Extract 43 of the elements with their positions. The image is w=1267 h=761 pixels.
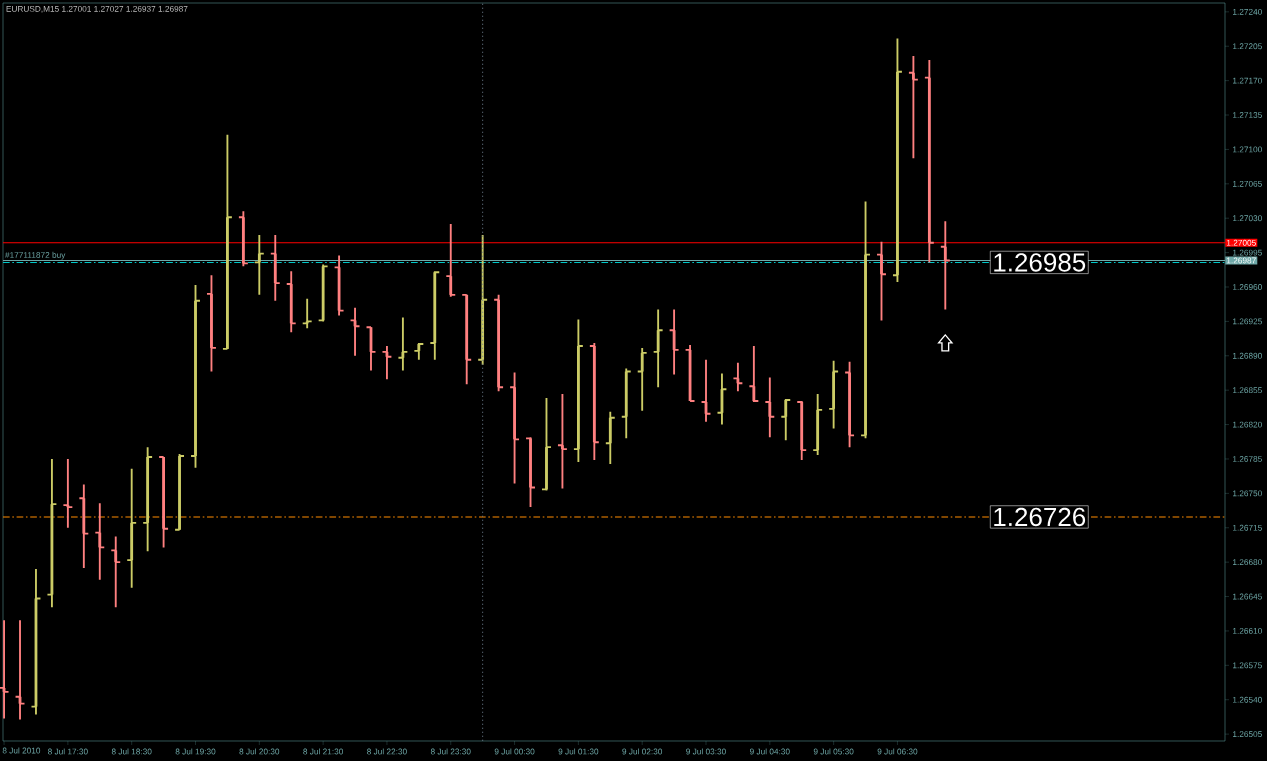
x-tick-label: 9 Jul 01:30 <box>558 748 599 755</box>
y-tick-label: 1.26785 <box>1233 456 1262 462</box>
y-tick-label: 1.26610 <box>1233 628 1262 634</box>
x-tick-label: 8 Jul 2010 <box>2 747 41 754</box>
x-tick-label: 8 Jul 17:30 <box>48 748 88 755</box>
ref-line-label: 1.26726 <box>994 507 1086 527</box>
y-tick-label: 1.26645 <box>1233 593 1262 600</box>
y-tick-label: 1.26855 <box>1233 387 1262 394</box>
x-tick-label: 8 Jul 22:30 <box>367 748 407 755</box>
ref-line-label: 1.26985 <box>994 253 1086 272</box>
y-tick-label: 1.27205 <box>1233 43 1262 50</box>
y-tick-label: 1.27065 <box>1233 180 1262 187</box>
x-tick-label: 9 Jul 05:30 <box>813 748 854 755</box>
x-tick-label: 8 Jul 19:30 <box>175 748 216 755</box>
y-tick-label: 1.26715 <box>1233 524 1262 531</box>
y-tick-label: 1.27030 <box>1233 215 1262 222</box>
x-tick-label: 9 Jul 02:30 <box>622 748 663 755</box>
y-tick-label: 1.27135 <box>1233 112 1262 118</box>
y-tick-label: 1.26995 <box>1233 249 1262 256</box>
annotation: #177111872 buy <box>5 251 66 260</box>
y-tick-label: 1.26960 <box>1233 284 1262 290</box>
x-tick-label: 9 Jul 06:30 <box>877 748 918 755</box>
x-tick-label: 8 Jul 18:30 <box>111 748 152 755</box>
y-tick-label: 1.27100 <box>1233 146 1262 153</box>
y-tick-label: 1.26505 <box>1233 731 1262 738</box>
y-tick-label: 1.26890 <box>1233 352 1262 359</box>
y-tick-label: 1.26750 <box>1233 490 1262 497</box>
x-tick-label: 9 Jul 03:30 <box>686 748 726 755</box>
x-tick-label: 9 Jul 04:30 <box>749 748 790 755</box>
y-tick-label: 1.26540 <box>1233 696 1262 703</box>
x-tick-label: 8 Jul 21:30 <box>303 748 344 755</box>
y-tick-label: 1.26820 <box>1233 421 1262 428</box>
x-tick-label: 8 Jul 20:30 <box>239 748 280 755</box>
ref-line-label: 1.26987 <box>1226 257 1256 264</box>
chart-title: EURUSD,M15 1.27001 1.27027 1.26937 1.26987 <box>6 5 188 13</box>
ref-line-label: 1.27005 <box>1226 239 1256 246</box>
x-tick-label: 8 Jul 23:30 <box>430 748 471 755</box>
y-tick-label: 1.26680 <box>1233 559 1262 566</box>
y-tick-label: 1.27170 <box>1233 77 1262 84</box>
y-tick-label: 1.26575 <box>1233 662 1262 669</box>
x-tick-label: 9 Jul 00:30 <box>494 748 535 755</box>
y-tick-label: 1.26925 <box>1233 318 1262 325</box>
y-tick-label: 1.27240 <box>1233 8 1262 15</box>
